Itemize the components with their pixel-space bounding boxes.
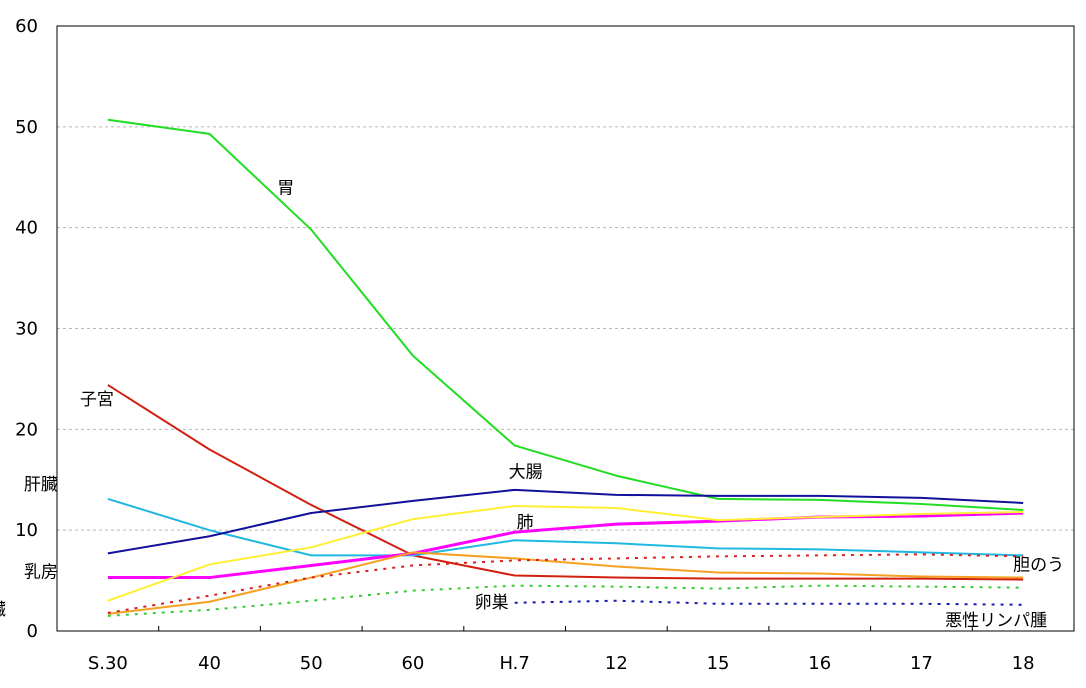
x-axis: S.30 40 50 60 H.7 12 15 16 17 18 — [88, 626, 1035, 674]
series-line — [107, 584, 1024, 617]
series-label: 肝臓 — [24, 475, 58, 495]
series-label: 胆のう — [1013, 555, 1064, 575]
x-tick-label: 16 — [808, 653, 831, 674]
x-tick-label: 17 — [910, 653, 933, 674]
grid-lines — [57, 126, 1074, 531]
y-tick-label: 20 — [15, 419, 38, 440]
series-label: 乳房 — [24, 563, 58, 583]
series-label: 子宮 — [80, 390, 114, 410]
series-line — [107, 553, 1024, 614]
x-tick-label: 40 — [198, 653, 221, 674]
series-line — [107, 118, 1024, 511]
y-tick-label: 40 — [15, 218, 38, 239]
x-tick-label: S.30 — [88, 653, 128, 674]
series-line — [107, 384, 1024, 581]
x-tick-label: 18 — [1012, 653, 1035, 674]
series-line — [107, 511, 1024, 580]
series-line — [514, 599, 1024, 606]
y-tick-label: 50 — [15, 117, 38, 138]
series-line — [107, 497, 1024, 557]
x-tick-label: 15 — [707, 653, 730, 674]
series-line — [107, 488, 1024, 555]
series-label: 悪性リンパ腫 — [945, 611, 1047, 631]
series-label: 膵臓 — [0, 600, 6, 620]
series-line — [107, 551, 1024, 615]
x-tick-label: 50 — [300, 653, 323, 674]
x-tick-label: 60 — [401, 653, 424, 674]
y-tick-label: 10 — [15, 520, 38, 541]
x-tick-label: H.7 — [499, 653, 529, 674]
x-tick-label: 12 — [605, 653, 628, 674]
series-label: 肺 — [517, 513, 534, 533]
y-tick-label: 60 — [15, 16, 38, 37]
series-label: 胃 — [277, 178, 294, 198]
series-line — [107, 504, 1024, 602]
series-lines — [107, 118, 1024, 617]
y-tick-label: 0 — [27, 621, 38, 642]
y-tick-label: 30 — [15, 319, 38, 340]
series-label: 卵巣 — [475, 593, 509, 613]
y-axis: 0 10 20 30 40 50 60 — [15, 16, 38, 642]
series-label: 大腸 — [509, 463, 543, 483]
